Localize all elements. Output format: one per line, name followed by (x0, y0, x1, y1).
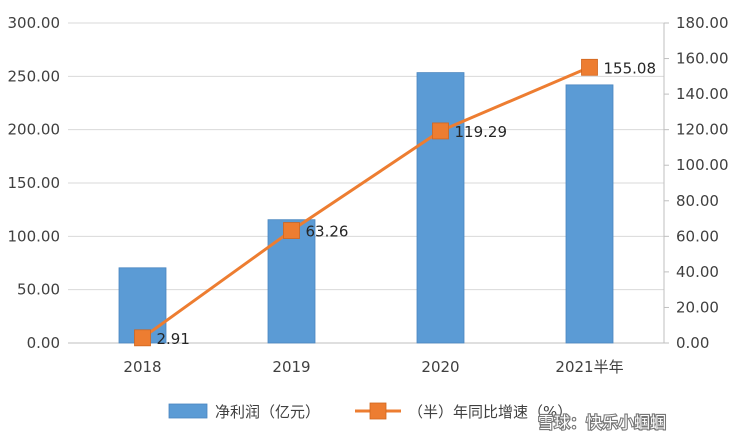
legend-bar-swatch (168, 403, 208, 419)
left-axis-tick-label: 100.00 (8, 227, 61, 245)
gridlines (68, 22, 664, 291)
category-label: 2020 (421, 358, 459, 376)
legend-line-label: （半）年同比增速（%） (408, 403, 572, 421)
bar (416, 72, 465, 344)
left-axis-tick-label: 250.00 (8, 67, 61, 85)
growth-marker (134, 329, 151, 347)
right-axis-tick-label: 160.00 (676, 50, 729, 68)
category-label: 2018 (123, 358, 161, 376)
right-axis-tick-label: 40.00 (676, 263, 719, 281)
right-axis-tick-label: 120.00 (676, 121, 729, 139)
growth-marker (432, 122, 449, 140)
right-axis-tick-label: 80.00 (676, 192, 719, 210)
watermark: 雪球：快乐小蝈蝈 (537, 412, 667, 433)
left-axis-tick-label: 300.00 (8, 14, 61, 32)
growth-data-label: 63.26 (306, 223, 349, 241)
left-axis-tick-label: 50.00 (17, 281, 60, 299)
growth-data-label: 155.08 (604, 59, 657, 77)
category-label: 2019 (272, 358, 310, 376)
growth-data-label: 2.91 (157, 330, 190, 348)
legend: 净利润（亿元） （半）年同比增速（%） (168, 402, 572, 421)
category-label: 2021半年 (555, 358, 623, 376)
line-series (134, 58, 598, 347)
legend-bar-label: 净利润（亿元） (215, 403, 320, 421)
bar (565, 84, 614, 344)
left-axis-tick-label: 200.00 (8, 121, 61, 139)
axes: 0.00 50.00 100.00 150.00 200.00 250.00 300.00 0… (8, 14, 729, 376)
left-axis-tick-label: 150.00 (8, 174, 61, 192)
growth-marker (581, 58, 598, 76)
right-axis-tick-label: 100.00 (676, 156, 729, 174)
growth-marker (283, 222, 300, 239)
right-axis-tick-label: 180.00 (676, 14, 729, 32)
right-axis-tick-label: 140.00 (676, 85, 729, 103)
right-axis-tick-label: 0.00 (676, 334, 709, 352)
watermark-text: 雪球：快乐小蝈蝈 (538, 413, 666, 432)
left-axis-tick-label: 0.00 (27, 334, 60, 352)
legend-line-marker (369, 402, 387, 420)
right-axis-tick-label: 60.00 (676, 227, 719, 245)
right-axis-tick-label: 20.00 (676, 298, 719, 316)
growth-data-label: 119.29 (455, 123, 508, 141)
growth-line (141, 65, 591, 340)
labels: 2.91 63.26 119.29 155.08 (157, 59, 657, 348)
